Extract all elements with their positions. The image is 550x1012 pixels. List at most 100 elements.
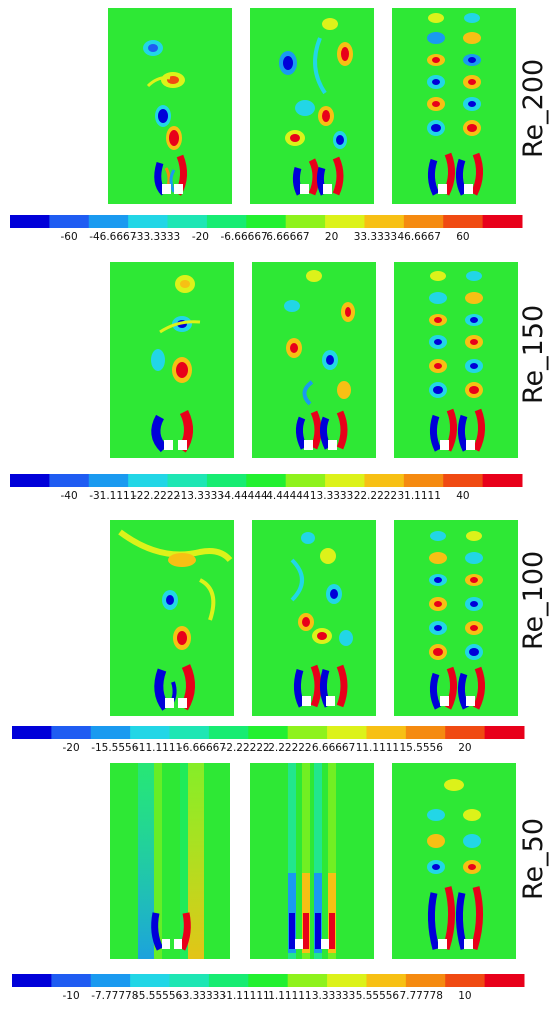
colorbar-tick-label: -10 [63,990,80,1002]
colorbar-swatch [443,215,484,228]
colorbar-swatch [90,974,131,987]
vorticity-panel-re50-center [250,763,374,959]
colorbar-swatch [51,726,92,739]
colorbar-tick-label: -40 [61,490,78,502]
colorbar-re150: -40 -31.1111 -22.2222 -13.3333 -4.44444 4.444… [10,474,523,504]
colorbar-tick-label: -20 [192,231,209,243]
colorbar-swatch [10,215,50,228]
colorbar-tick-label: -6.66667 [220,231,267,243]
colorbar-swatch [12,974,52,987]
colorbar-tick-label: 46.6667 [397,231,440,243]
colorbar-swatch [12,726,52,739]
row-label-re150: Re_150 [518,304,549,404]
colorbar-tick-label: 13.3333 [310,490,353,502]
colorbar-tick-label: -3.33333 [179,990,226,1002]
colorbar-swatch [325,474,365,487]
colorbar-swatch [206,474,247,487]
colorbar-swatch [403,215,444,228]
row-label-re100: Re_100 [518,550,549,650]
colorbar-tick-label: -11.1111 [135,742,182,754]
colorbar-swatch [287,974,328,987]
colorbar-swatch [130,726,171,739]
colorbar-swatch [128,474,169,487]
colorbar-tick-label: 22.2222 [354,490,397,502]
colorbar-swatch [366,726,407,739]
colorbar-swatch [482,474,523,487]
colorbar-swatch [88,474,129,487]
colorbar-swatch [10,474,50,487]
colorbar-tick-label: -2.22222 [222,742,269,754]
vorticity-panel-re100-left [110,520,234,716]
colorbar-swatch [405,974,446,987]
colorbar-tick-label: -13.3333 [177,490,224,502]
colorbar-swatch [246,215,287,228]
colorbar-swatch [248,726,289,739]
vorticity-panel-re50-left [110,763,230,959]
vorticity-panel-re200-center [250,8,374,204]
vorticity-panel-re200-left [108,8,232,204]
colorbar-swatch [49,215,90,228]
colorbar-swatch [482,215,523,228]
colorbar-swatch [366,974,407,987]
colorbar-tick-label: 5.55556 [356,990,400,1002]
vorticity-panel-re100-right [394,520,518,716]
colorbar-swatch [169,726,210,739]
colorbar-tick-label: 10 [458,990,471,1002]
colorbar-re50: -10 -7.77778 -5.55556 -3.33333 -1.11111 1.111… [12,974,525,1004]
vorticity-panel-re200-right [392,8,516,204]
colorbar-swatch [51,974,92,987]
colorbar-swatch [285,215,326,228]
colorbar-tick-label: 20 [458,742,471,754]
colorbar-swatch [248,974,289,987]
vorticity-panel-re50-right [392,763,516,959]
colorbar-swatch [405,726,446,739]
colorbar-tick-label: 20 [325,231,338,243]
colorbar-swatch [167,474,208,487]
colorbar-re100: -20 -15.5556 -11.1111 -6.66667 -2.22222 2.222… [12,726,525,756]
colorbar-swatch [208,974,249,987]
colorbar-tick-label: 6.66667 [266,231,309,243]
colorbar-tick-label: -33.3333 [133,231,180,243]
colorbar-tick-label: -6.66667 [179,742,226,754]
colorbar-tick-label: -22.2222 [133,490,180,502]
colorbar-swatch [364,215,405,228]
colorbar-swatch [285,474,326,487]
colorbar-swatch [484,974,525,987]
colorbar-tick-label: 60 [456,231,469,243]
colorbar-tick-label: -4.44444 [220,490,268,502]
colorbar-tick-label: 6.66667 [312,742,355,754]
colorbar-swatch [445,726,486,739]
colorbar-tick-label: 1.11111 [268,990,311,1002]
colorbar-swatch [208,726,249,739]
colorbar-swatch [327,726,367,739]
colorbar-swatch [403,474,444,487]
vorticity-panel-re100-center [252,520,376,716]
colorbar-tick-label: -1.11111 [222,990,269,1002]
colorbar-tick-label: -15.5556 [91,742,139,754]
colorbar-tick-label: -31.1111 [89,490,136,502]
colorbar-tick-label: 3.33333 [312,990,355,1002]
colorbar-svg: -20 -15.5556-11.1111-6.66667-2.222222.222… [12,726,525,754]
colorbar-swatch [128,215,169,228]
colorbar-tick-label: -60 [61,231,78,243]
colorbar-tick-label: 15.5556 [399,742,443,754]
colorbar-swatch [169,974,210,987]
colorbar-svg: -10 -7.77778-5.55556-3.33333-1.111111.111… [12,974,525,1002]
colorbar-tick-label: -46.6667 [89,231,136,243]
colorbar-svg: -40 -31.1111-22.2222-13.3333-4.444444.444… [10,474,523,502]
colorbar-tick-label: -7.77778 [91,990,138,1002]
colorbar-swatch [167,215,208,228]
colorbar-swatch [327,974,367,987]
row-label-re50: Re_50 [518,817,549,900]
colorbar-swatch [130,974,171,987]
colorbar-re200: -60 -46.6667 -33.3333 -20 -6.66667 6.66667 20 3… [10,215,523,245]
colorbar-swatch [287,726,328,739]
colorbar-swatch [246,474,287,487]
vorticity-panel-re150-left [110,262,234,458]
colorbar-swatch [206,215,247,228]
colorbar-swatch [325,215,365,228]
colorbar-swatch [443,474,484,487]
colorbar-tick-label: 33.3333 [354,231,397,243]
colorbar-tick-label: 31.1111 [397,490,440,502]
